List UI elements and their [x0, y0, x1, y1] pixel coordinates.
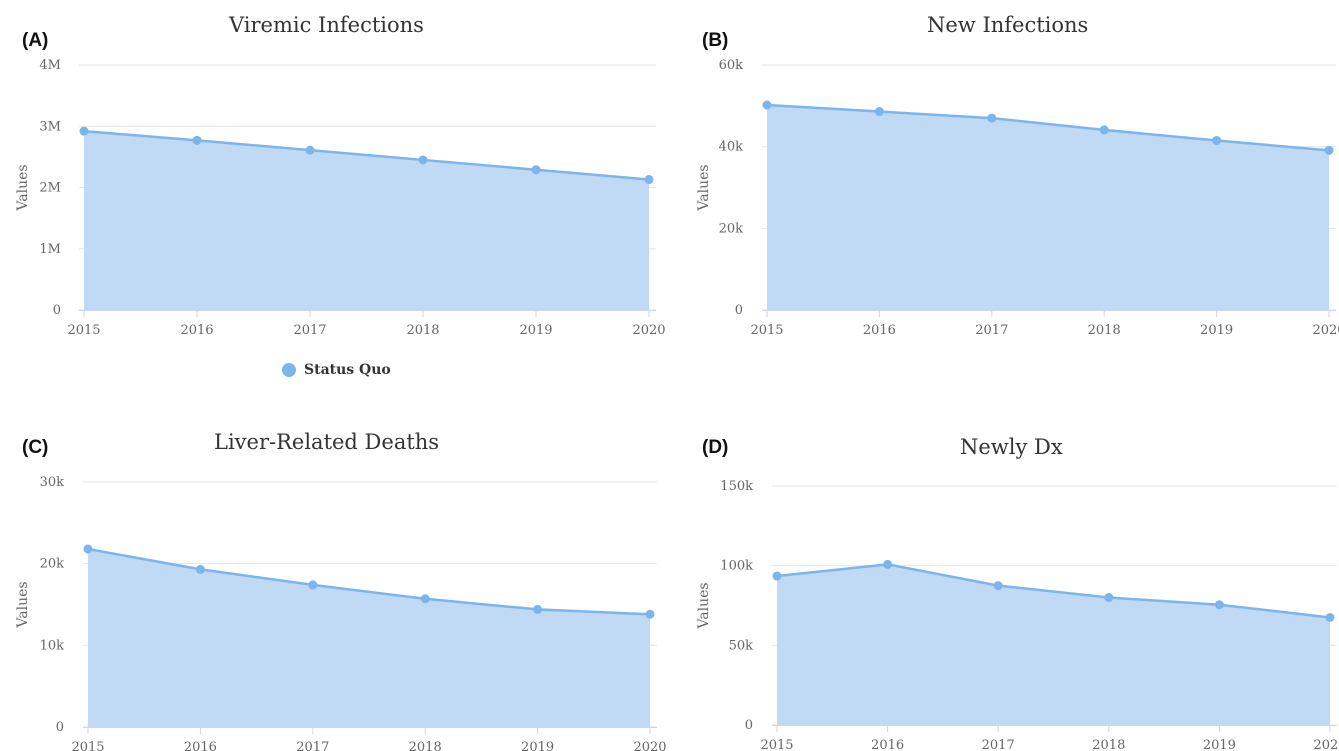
- chart-title-viremic-infections: Viremic Infections: [229, 13, 424, 37]
- data-point: [645, 609, 655, 619]
- panel-label-d: (D): [702, 437, 729, 458]
- data-point: [1325, 612, 1335, 622]
- series-area: [84, 131, 649, 310]
- y-axis-label: Values: [696, 164, 712, 211]
- data-point: [772, 571, 782, 581]
- new-infections-chart: 0 20k 40k 60k Values 2015 2016 2017 2018 2019 2020: [696, 58, 1339, 338]
- x-tick-label: 2018: [406, 323, 439, 338]
- y-tick-label: 10k: [40, 638, 65, 653]
- y-tick-label: 30k: [40, 475, 65, 490]
- x-tick-label: 2015: [760, 738, 793, 751]
- series-line: [83, 129, 650, 181]
- data-point: [418, 155, 428, 165]
- chart-title-new-infections: New Infections: [927, 13, 1089, 37]
- data-point: [195, 564, 205, 574]
- y-axis-label: Values: [15, 164, 31, 211]
- x-tick-label: 2018: [409, 740, 442, 751]
- y-axis-label: Values: [15, 581, 31, 628]
- x-tick-label: 2019: [521, 740, 554, 751]
- x-tick-label: 2019: [1203, 738, 1236, 751]
- data-point: [762, 100, 772, 110]
- y-tick-label: 20k: [40, 557, 65, 572]
- data-point: [1104, 593, 1114, 603]
- series-area: [767, 105, 1329, 311]
- y-tick-label: 0: [745, 718, 753, 733]
- y-tick-label: 150k: [720, 479, 753, 494]
- x-tick-label: 2020: [1312, 323, 1339, 338]
- x-tick-label: 2017: [975, 323, 1008, 338]
- y-tick-label: 0: [735, 303, 743, 318]
- series-area: [777, 564, 1330, 725]
- x-tick-label: 2015: [71, 740, 104, 751]
- data-point: [83, 544, 93, 554]
- panel-label-c: (C): [22, 437, 49, 458]
- data-point: [192, 135, 202, 145]
- x-tick-label: 2017: [982, 738, 1015, 751]
- x-tick-label: 2016: [863, 323, 896, 338]
- legend-label: Status Quo: [304, 362, 391, 378]
- y-tick-label: 1M: [39, 242, 61, 257]
- chart-title-liver-related-deaths: Liver-Related Deaths: [214, 430, 440, 454]
- panel-label-b: (B): [702, 30, 729, 51]
- legend[interactable]: Status Quo: [282, 362, 391, 378]
- data-point: [1214, 600, 1224, 610]
- data-point: [1212, 136, 1222, 146]
- x-tick-label: 2020: [1313, 738, 1339, 751]
- y-tick-label: 3M: [39, 119, 61, 134]
- panel-label-a: (A): [22, 30, 49, 51]
- chart-title-newly-dx: Newly Dx: [960, 435, 1063, 459]
- y-tick-label: 0: [56, 720, 64, 735]
- data-point: [1099, 125, 1109, 135]
- legend-marker-icon: [282, 363, 296, 377]
- data-point: [533, 604, 543, 614]
- x-tick-label: 2016: [180, 323, 213, 338]
- data-point: [531, 165, 541, 175]
- x-tick-label: 2019: [519, 323, 552, 338]
- x-tick-label: 2018: [1088, 323, 1121, 338]
- data-point: [644, 175, 654, 185]
- data-point: [987, 113, 997, 123]
- data-point: [79, 126, 89, 136]
- x-tick-label: 2020: [633, 740, 666, 751]
- x-tick-label: 2015: [750, 323, 783, 338]
- series-area: [88, 548, 650, 727]
- y-tick-label: 40k: [719, 140, 744, 155]
- y-tick-label: 100k: [720, 559, 753, 574]
- data-point: [1324, 145, 1334, 155]
- y-tick-label: 60k: [719, 58, 744, 73]
- x-tick-label: 2015: [67, 323, 100, 338]
- series-line: [87, 547, 651, 616]
- viremic-infections-chart: 0 1M 2M 3M 4M Values 2015 2016 2017 2018 2019 2020: [15, 58, 666, 338]
- x-tick-label: 2018: [1092, 738, 1125, 751]
- x-tick-label: 2017: [293, 323, 326, 338]
- y-tick-label: 50k: [729, 638, 754, 653]
- series-line: [766, 103, 1330, 152]
- x-tick-label: 2017: [296, 740, 329, 751]
- y-tick-label: 20k: [719, 221, 744, 236]
- y-tick-label: 0: [53, 303, 61, 318]
- y-tick-label: 2M: [39, 181, 61, 196]
- data-point: [993, 581, 1003, 591]
- liver-related-deaths-chart: 0 10k 20k 30k Values 2015 2016 2017 2018 2019 2020: [15, 475, 667, 751]
- data-point: [874, 107, 884, 117]
- data-point: [308, 580, 318, 590]
- data-point: [305, 145, 315, 155]
- data-point: [420, 594, 430, 604]
- x-tick-label: 2019: [1200, 323, 1233, 338]
- data-point: [883, 559, 893, 569]
- x-tick-label: 2016: [871, 738, 904, 751]
- y-tick-label: 4M: [39, 58, 61, 73]
- x-tick-label: 2016: [184, 740, 217, 751]
- series-line: [776, 563, 1331, 619]
- y-axis-label: Values: [696, 582, 712, 629]
- x-tick-label: 2020: [632, 323, 665, 338]
- newly-dx-chart: 0 50k 100k 150k Values 2015 2016 2017 2018 2019 20…: [696, 479, 1339, 751]
